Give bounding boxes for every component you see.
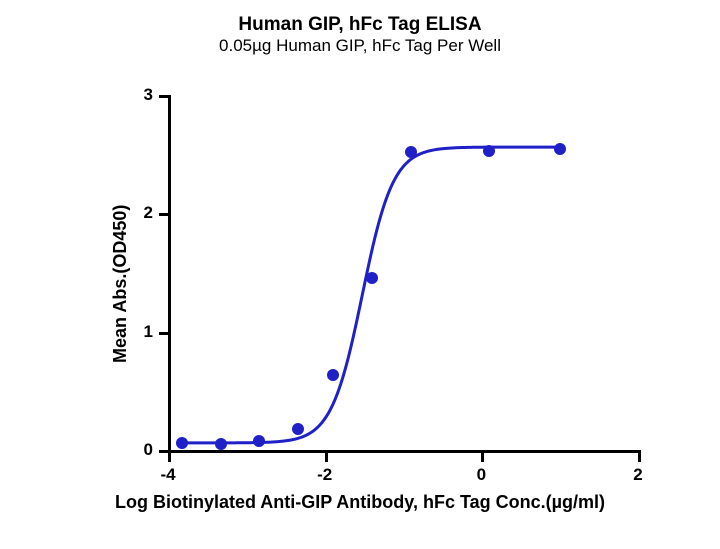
data-point xyxy=(253,435,265,447)
data-point xyxy=(327,369,339,381)
data-point xyxy=(366,272,378,284)
data-point xyxy=(292,423,304,435)
data-point xyxy=(405,146,417,158)
data-point xyxy=(176,437,188,449)
data-point xyxy=(215,438,227,450)
chart-container: { "title": "Human GIP, hFc Tag ELISA", "… xyxy=(0,0,720,549)
fit-curve xyxy=(0,0,720,549)
data-point xyxy=(554,143,566,155)
data-point xyxy=(483,145,495,157)
